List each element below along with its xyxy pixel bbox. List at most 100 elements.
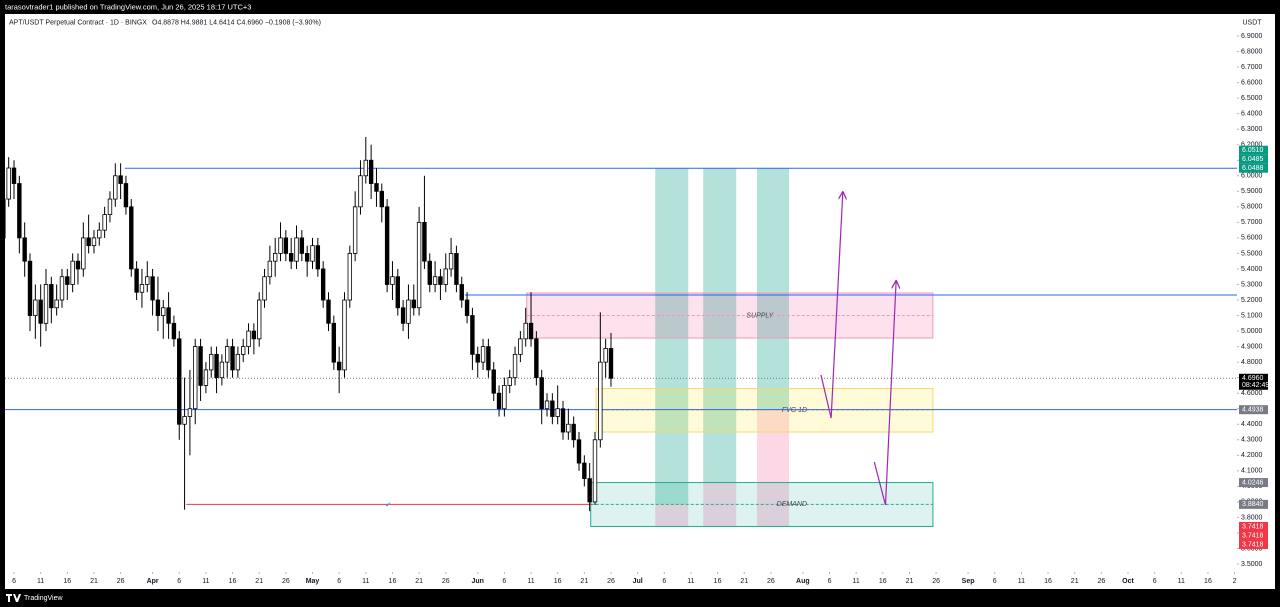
x-tick-label: 21 [1071, 578, 1079, 585]
x-tick-label: 11 [362, 578, 369, 585]
zone-label: DEMAND [777, 501, 807, 508]
price-tag [1239, 154, 1268, 164]
candle-body [384, 206, 390, 285]
candle-body [358, 175, 363, 208]
x-tick-label: 26 [117, 578, 125, 585]
candle-body [6, 167, 11, 200]
x-tick-label: 11 [1178, 578, 1185, 585]
x-tick-label: 6 [662, 578, 666, 585]
x-tick-label: Jun [472, 578, 484, 585]
x-tick-label: 26 [767, 578, 775, 585]
candle-body [336, 361, 342, 371]
x-tick-label: 16 [1204, 578, 1212, 585]
y-tick-label: 5.3000 [1241, 281, 1263, 288]
candle-body [129, 206, 134, 270]
candle-body [182, 416, 187, 425]
candle-body [283, 237, 289, 254]
y-tick-label: 4.8000 [1241, 359, 1263, 366]
highlight-stripe [703, 168, 737, 483]
y-tick-label: 4.1000 [1241, 468, 1263, 475]
x-tick-label: 26 [442, 578, 450, 585]
candle-body [518, 338, 523, 355]
price-tag [1239, 521, 1268, 531]
candle-body [299, 237, 305, 254]
y-tick-label: 5.8000 [1241, 204, 1263, 211]
x-tick-label: 26 [607, 578, 615, 585]
candle-body [320, 268, 326, 301]
x-tick-label: 6 [993, 578, 997, 585]
x-tick-label: 26 [932, 578, 940, 585]
price-tag [1239, 530, 1268, 540]
candle-body [347, 253, 353, 301]
candle-body [459, 284, 464, 301]
candle-body [576, 439, 582, 464]
price-tag-label: 4.6960 [1242, 375, 1264, 382]
y-tick-label: 5.4000 [1241, 266, 1263, 273]
candle-body [70, 260, 75, 285]
candle-body [555, 408, 560, 417]
candle-body [411, 299, 416, 309]
candle-body [582, 462, 587, 480]
candle-body [315, 245, 321, 270]
zone-label: FVG 1D [782, 407, 807, 414]
candle-body [102, 214, 107, 231]
candle-body [528, 322, 534, 340]
y-tick-label: 6.8000 [1241, 48, 1263, 55]
candle-body [17, 183, 22, 239]
candle-body [502, 385, 507, 410]
price-tag-label: 3.7418 [1242, 541, 1264, 548]
candle-body [544, 400, 550, 410]
candle-body [470, 315, 475, 355]
y-tick-label: 5.1000 [1241, 312, 1263, 319]
x-tick-label: Sep [962, 578, 975, 585]
x-tick-label: 6 [337, 578, 341, 585]
candle-body [288, 253, 294, 262]
y-tick-label: 6.7000 [1241, 64, 1263, 71]
price-tag-label: 3.7418 [1242, 523, 1264, 530]
zone-label: SUPPLY [746, 312, 774, 319]
candle-body [272, 253, 278, 262]
x-tick-label: 11 [37, 578, 44, 585]
candle-body [267, 260, 273, 278]
candle-body [480, 346, 486, 363]
candle-body [97, 229, 102, 239]
x-tick-label: 6 [12, 578, 16, 585]
candle-body [603, 348, 608, 363]
countdown: 08:42:49 [1242, 382, 1269, 389]
candle-body [230, 346, 235, 371]
x-tick-label: 16 [1044, 578, 1052, 585]
y-tick-label: 4.3000 [1241, 437, 1263, 444]
candle-body [496, 392, 502, 410]
candle-body [257, 299, 262, 340]
price-tag [1239, 373, 1268, 390]
candle-body [395, 276, 400, 309]
x-tick-label: 16 [554, 578, 562, 585]
candle-body [214, 353, 219, 379]
y-tick-label: 5.9000 [1241, 188, 1263, 195]
candle-body [43, 284, 49, 324]
y-tick-label: 5.5000 [1241, 250, 1263, 257]
candle-body [150, 276, 155, 301]
x-tick-label: 21 [580, 578, 588, 585]
candle-body [177, 338, 182, 425]
y-tick-label: 6.0000 [1241, 173, 1263, 180]
candle-body [438, 276, 443, 285]
x-tick-label: 26 [282, 578, 290, 585]
x-tick-label: Jul [633, 578, 643, 585]
y-tick-label: 4.4000 [1241, 421, 1263, 428]
y-tick-label: 3.8000 [1241, 514, 1263, 521]
candle-body [464, 299, 470, 316]
chart-area [5, 14, 1275, 589]
x-tick-label: Aug [796, 578, 810, 585]
chart-title: APT/USDT Perpetual Contract · 1D · BINGX [9, 19, 147, 26]
candle-body [598, 361, 603, 441]
x-tick-label: 16 [229, 578, 237, 585]
candle-body [139, 284, 145, 293]
price-tag-label: 6.0488 [1242, 165, 1264, 172]
candle-body [326, 299, 331, 324]
candle-body [225, 346, 230, 363]
x-tick-label: 6 [177, 578, 181, 585]
highlight-stripe [655, 168, 689, 505]
candle-body [523, 322, 528, 340]
candle-body [422, 221, 427, 262]
